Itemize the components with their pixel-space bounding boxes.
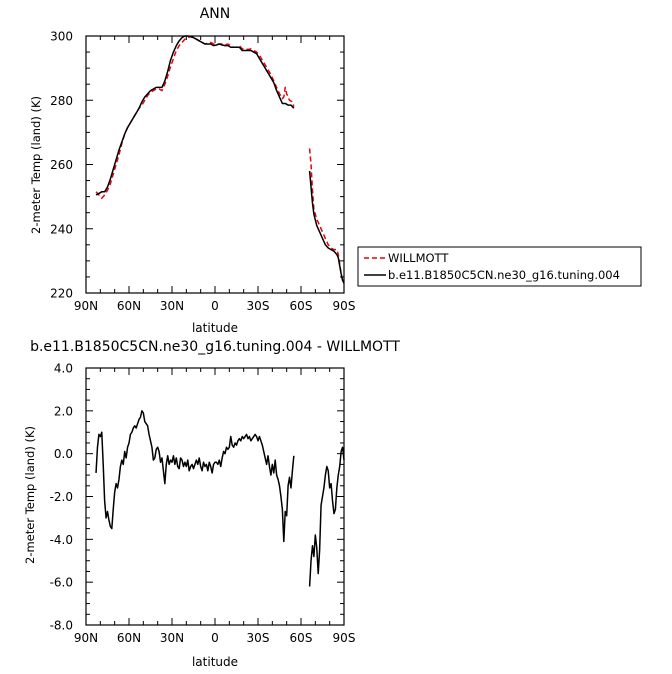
bottom-y-tick-label: -4.0 [50,533,73,547]
bottom-y-tick-label: -6.0 [50,576,73,590]
bottom-y-tick-label: 0.0 [54,447,73,461]
bottom-x-tick-label: 60S [290,631,313,645]
top-series-line-willmott-segment-1 [95,35,295,199]
top-y-tick-label: 240 [50,222,73,236]
top-x-tick-label: 60S [290,299,313,313]
bottom-series-line-difference-segment-2 [308,446,345,587]
top-x-tick-label: 0 [211,299,219,313]
legend: WILLMOTT b.e11.B1850C5CN.ne30_g16.tuning… [357,246,642,287]
bottom-x-axis-label: latitude [192,655,238,669]
top-title: ANN [200,6,231,22]
top-y-tick-label: 220 [50,287,73,301]
bottom-x-tick-label: 90N [74,631,98,645]
top-y-tick-label: 280 [50,94,73,108]
bottom-x-tick-label: 90S [333,631,356,645]
top-series-line-b-e11-b1850c5cn-ne30-g16-tuning-004-segment-2 [308,170,345,284]
bottom-x-tick-label: 30S [247,631,270,645]
legend-label-model: b.e11.B1850C5CN.ne30_g16.tuning.004 [388,268,620,282]
top-x-tick-label: 90N [74,299,98,313]
bottom-axes: 90N 60N 30N 0 30S 60S 90S -8.0 -6.0 -4.0 -2.0 0.0 2.… [50,362,356,646]
bottom-y-tick-label: 2.0 [54,404,73,418]
top-x-tick-label: 90S [333,299,356,313]
top-series-line-willmott-segment-2 [308,148,345,284]
bottom-y-tick-label: -8.0 [50,619,73,633]
bottom-title: b.e11.B1850C5CN.ne30_g16.tuning.004 - WI… [30,339,400,355]
legend-box [357,246,642,287]
top-x-axis-label: latitude [192,321,238,335]
bottom-x-tick-label: 60N [117,631,141,645]
bottom-y-tick-label: 4.0 [54,362,73,376]
top-x-tick-label: 30S [247,299,270,313]
top-plot-frame [85,35,345,294]
top-y-tick-label: 260 [50,158,73,172]
bottom-plot-frame [85,367,345,626]
bottom-panel: b.e11.B1850C5CN.ne30_g16.tuning.004 - WI… [23,339,400,669]
bottom-x-tick-label: 0 [211,631,219,645]
top-plot-area [95,35,345,284]
top-y-tick-label: 300 [50,30,73,44]
bottom-y-tick-label: -2.0 [50,490,73,504]
top-y-axis-label: 2-meter Temp (land) (K) [29,96,43,234]
bottom-plot-area [95,410,345,587]
top-x-tick-label: 60N [117,299,141,313]
top-axes: 90N 60N 30N 0 30S 60S 90S 220 240 260 280 300 [50,30,355,314]
legend-label-willmott: WILLMOTT [388,251,449,265]
bottom-x-tick-label: 30N [160,631,184,645]
top-x-tick-label: 30N [160,299,184,313]
top-series-line-b-e11-b1850c5cn-ne30-g16-tuning-004-segment-1 [95,35,295,196]
bottom-y-axis-label: 2-meter Temp (land) (K) [23,426,37,564]
bottom-series-line-difference-segment-1 [95,410,295,543]
top-panel: ANN 90N 60N 30N 0 30S 60S 90S 220 240 260 280 300 2… [29,6,355,335]
